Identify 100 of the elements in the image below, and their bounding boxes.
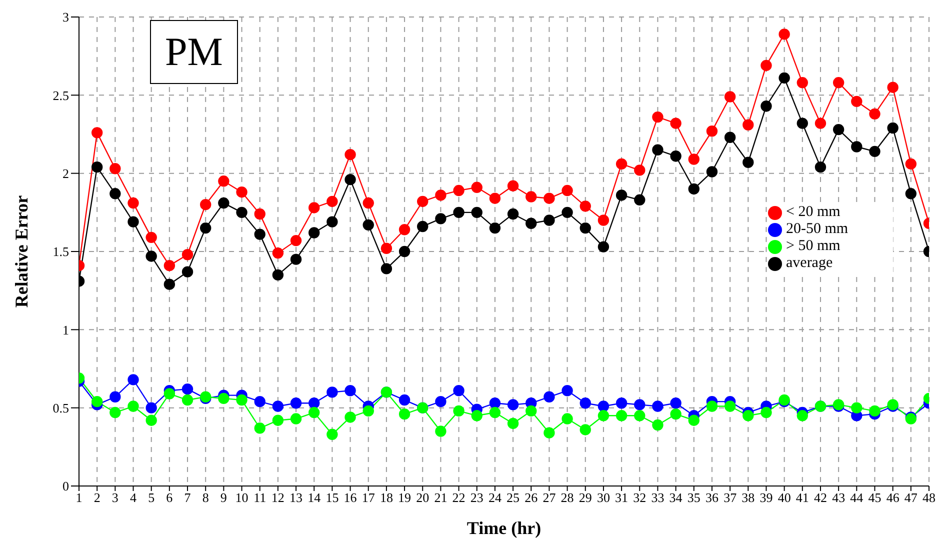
point [380,263,392,274]
x-tick-label: 8 [202,490,209,506]
x-tick-label: 16 [344,490,358,506]
point [110,391,121,402]
point [362,197,374,209]
point [724,132,736,143]
point [706,166,718,178]
point [236,394,248,406]
point [128,400,139,412]
x-tick-label: 25 [506,490,520,506]
x-tick-label: 32 [633,490,646,506]
point [435,396,446,408]
point [796,410,808,422]
x-tick-label: 4 [130,490,138,506]
point [91,396,103,408]
x-tick-label: 20 [416,490,430,506]
x-tick-label: 26 [524,490,538,506]
point [218,176,230,187]
point [652,144,664,156]
point [182,266,194,278]
x-tick-label: 23 [470,490,484,506]
point [236,206,248,218]
point [652,419,664,431]
point [326,216,338,228]
x-tick-label: 45 [868,490,882,506]
point [417,220,428,232]
x-tick-label: 19 [398,490,412,506]
x-tick-label: 15 [326,490,339,506]
point [308,398,320,409]
point [544,391,555,402]
point [526,405,537,417]
x-tick-label: 37 [724,490,738,506]
point [362,405,374,417]
point [796,118,808,129]
point [507,418,519,430]
point [796,77,808,88]
point [308,227,320,238]
point [236,186,248,198]
point [742,410,754,422]
point [652,400,664,412]
point [616,410,628,422]
x-tick-label: 7 [184,490,192,506]
point [634,399,646,410]
point [290,398,302,409]
x-tick-label: 6 [166,490,174,506]
point [290,234,302,246]
x-tick-label: 40 [778,490,791,506]
point [814,161,826,173]
x-tick-label: 21 [434,490,448,506]
x-tick-label: 2 [94,490,100,506]
point [905,188,917,200]
point [544,214,555,226]
x-tick-label: 1 [76,490,82,506]
x-tick-label: 42 [814,490,827,506]
y-tick-label: 2.5 [52,88,69,103]
point [308,202,320,214]
x-tick-label: 12 [271,490,284,506]
point [453,184,464,196]
point [128,197,139,209]
point [344,174,356,186]
x-tick-label: 30 [596,490,610,506]
point [290,254,302,265]
point [760,406,772,418]
point [362,219,374,231]
point [91,127,103,138]
point [562,413,573,424]
point [760,60,772,72]
point [526,218,537,229]
point [832,124,844,136]
point [905,158,917,170]
x-tick-label: 29 [578,490,592,506]
x-tick-label: 36 [705,490,719,506]
point [851,141,862,152]
point [869,108,880,120]
x-tick-label: 31 [615,490,628,506]
point [164,278,176,290]
point [544,192,555,204]
point [272,269,284,281]
point [326,386,338,398]
point [128,374,139,386]
point [670,408,682,420]
legend-label: < 20 mm [786,204,840,220]
y-axis-title: Relative Error [11,195,32,308]
point [724,400,736,412]
x-tick-label: 14 [308,490,322,506]
point [832,77,844,88]
point [272,400,284,412]
point [580,424,591,436]
point [598,410,610,422]
point [326,428,338,440]
point [471,182,482,194]
x-tick-label: 3 [112,490,118,506]
point [146,250,157,262]
point [254,208,266,220]
point [146,414,157,426]
point [869,146,880,158]
x-tick-label: 43 [832,490,846,506]
point [489,222,501,234]
x-tick-label: 47 [904,490,918,506]
point [435,190,446,201]
